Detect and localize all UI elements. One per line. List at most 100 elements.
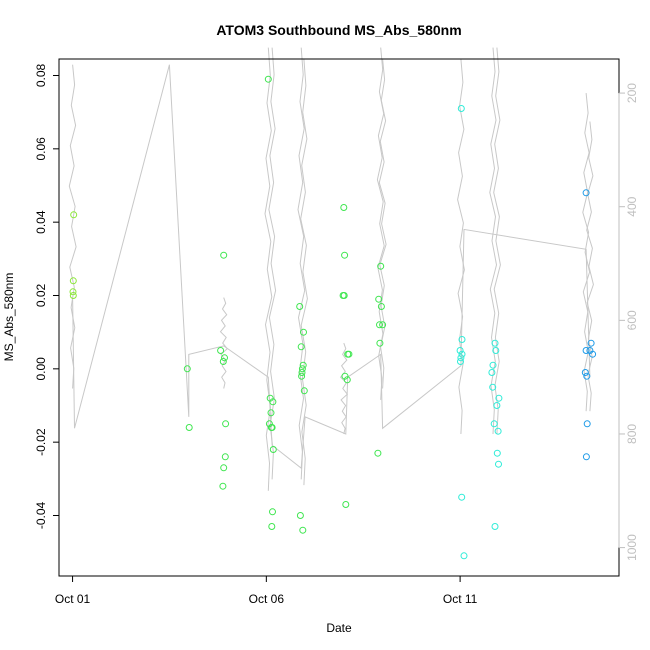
data-point (457, 105, 465, 112)
data-point (297, 343, 305, 351)
depth-cast (68, 64, 77, 389)
y-tick-label: -0.02 (34, 428, 48, 456)
x-tick-label: Oct 06 (249, 592, 285, 606)
data-point (298, 369, 306, 376)
data-point (217, 347, 225, 354)
data-point (267, 409, 275, 417)
plot-frame (58, 58, 620, 577)
data-point (298, 372, 306, 380)
data-point (457, 358, 464, 365)
data-point (495, 394, 503, 402)
data-point (296, 512, 304, 519)
data-point (298, 365, 306, 373)
y2-tick-label: 800 (625, 424, 639, 444)
depth-cast (493, 47, 501, 435)
data-point (490, 420, 498, 428)
data-point (220, 251, 228, 259)
data-point (488, 369, 496, 376)
y-tick-label: 0.02 (34, 283, 48, 307)
data-point (493, 449, 501, 457)
depth-cast (339, 342, 348, 435)
depth-cast (489, 47, 498, 435)
data-point (489, 383, 497, 391)
data-point (374, 449, 382, 457)
y2-tick-label: 200 (625, 83, 639, 103)
data-point (345, 350, 353, 358)
depth-cast (300, 58, 308, 486)
data-point (377, 303, 385, 310)
data-point (583, 420, 591, 428)
y-tick-label: 0.00 (34, 357, 48, 381)
data-points (69, 75, 597, 560)
data-point (69, 288, 77, 296)
data-point (589, 350, 597, 358)
depth-trace (68, 47, 594, 491)
y-tick-label: 0.06 (34, 137, 48, 161)
depth-transect (72, 64, 591, 470)
data-point (491, 339, 499, 347)
y2-tick-label: 600 (625, 310, 639, 330)
data-point (379, 321, 387, 329)
y-tick-label: 0.08 (34, 63, 48, 87)
data-point (341, 251, 349, 259)
depth-cast (457, 58, 465, 435)
data-point (220, 464, 228, 472)
y-tick-label: -0.04 (34, 502, 48, 530)
data-point (69, 277, 77, 285)
data-point (376, 339, 384, 347)
data-point (458, 493, 466, 501)
data-point (69, 292, 77, 299)
data-point (341, 372, 349, 380)
data-point (222, 420, 230, 428)
data-point (582, 189, 590, 197)
data-point (340, 292, 348, 299)
data-point (299, 361, 307, 369)
data-point (491, 523, 499, 530)
y-axis: -0.04 -0.02 0.00 0.02 0.04 0.06 0.08 (34, 63, 60, 530)
depth-cast (378, 58, 387, 389)
data-point (300, 387, 308, 395)
data-point (494, 427, 502, 435)
data-point (299, 526, 307, 534)
data-point (489, 361, 497, 369)
data-point (221, 354, 228, 362)
x-tick-label: Oct 01 (55, 592, 91, 606)
data-point (493, 402, 501, 409)
data-point (458, 350, 466, 358)
y2-tick-label: 1000 (625, 534, 639, 561)
data-point (269, 508, 276, 516)
data-point (219, 482, 227, 490)
data-point (458, 336, 466, 343)
data-point (269, 446, 277, 453)
data-point (582, 347, 590, 354)
y2-axis: 200 400 600 800 1000 (618, 83, 639, 561)
x-tick-label: Oct 11 (443, 592, 478, 606)
data-point (185, 424, 193, 431)
data-point (343, 376, 351, 384)
data-point (583, 372, 591, 380)
data-point (456, 347, 464, 354)
data-point (581, 369, 589, 376)
y-axis-label: MS_Abs_580nm (2, 273, 16, 362)
y-tick-label: 0.04 (34, 210, 48, 234)
x-axis: Oct 01 Oct 06 Oct 11 (55, 575, 478, 606)
data-point (376, 321, 383, 329)
data-point (219, 358, 227, 365)
data-point (582, 453, 590, 461)
data-point (300, 328, 307, 336)
data-point (377, 262, 385, 270)
x-axis-label: Date (326, 621, 352, 635)
data-point (342, 501, 350, 508)
data-point (264, 75, 272, 83)
depth-cast (268, 47, 277, 480)
data-point (340, 204, 348, 211)
data-point (221, 453, 229, 461)
depth-cast (586, 121, 594, 412)
data-point (268, 523, 276, 530)
depth-cast (582, 93, 591, 412)
data-point (495, 460, 502, 468)
data-point (269, 398, 277, 406)
data-point (70, 211, 78, 219)
data-point (375, 295, 383, 303)
